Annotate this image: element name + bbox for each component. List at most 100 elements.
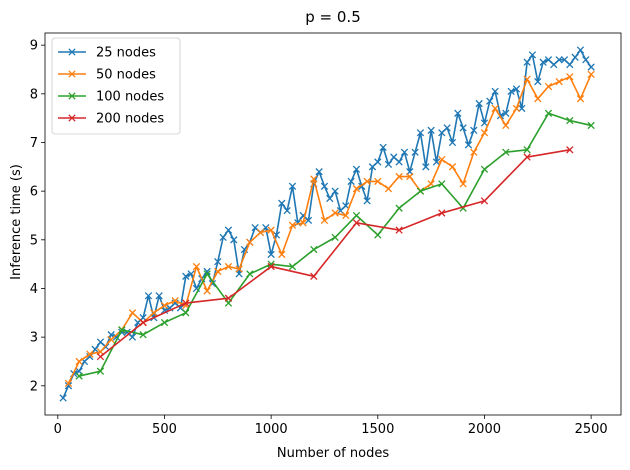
data-point-50-nodes [64,379,73,388]
data-point-100-nodes [374,231,382,239]
legend-marker-25-nodes [68,48,76,56]
plot-area: 0 500 1000 1500 2000 2500 2 3 4 5 6 7 8 9 [30,32,622,437]
data-point-50-nodes [384,185,393,193]
data-point-50-nodes [363,177,371,186]
data-point-200-nodes [96,352,105,361]
data-point-25-nodes [528,51,537,59]
data-point-25-nodes [219,233,227,242]
data-point-50-nodes [107,335,115,344]
data-point-25-nodes [464,141,473,149]
data-point-25-nodes [443,124,451,132]
series-line-25-nodes [62,49,592,399]
y-tick-label: 2 [30,379,38,394]
data-point-50-nodes [534,95,542,103]
data-point-50-nodes [502,121,510,130]
data-point-25-nodes [128,333,137,341]
data-point-25-nodes [427,126,435,134]
data-point-25-nodes [491,87,499,96]
x-axis-label: Number of nodes [277,446,389,461]
data-point-50-nodes [438,155,446,164]
data-point-50-nodes [267,226,275,234]
series-line-200-nodes [99,149,570,358]
data-point-25-nodes [64,382,73,390]
data-point-50-nodes [150,309,158,317]
data-point-50-nodes [512,104,521,113]
data-point-50-nodes [576,95,585,103]
data-point-25-nodes [502,109,510,117]
data-point-50-nodes [256,228,265,237]
data-point-25-nodes [155,292,163,300]
series-100-nodes [75,109,595,380]
y-tick-label: 5 [30,233,38,248]
data-point-25-nodes [512,85,521,93]
data-point-25-nodes [395,158,403,166]
legend-label-50-nodes: 50 nodes [96,68,156,83]
data-point-100-nodes [203,270,211,278]
data-point-25-nodes [230,236,238,244]
data-point-25-nodes [278,199,286,207]
data-point-50-nodes [566,73,574,81]
data-point-50-nodes [203,287,211,295]
data-point-50-nodes [523,75,531,83]
data-point-25-nodes [182,272,190,280]
data-point-50-nodes [480,129,489,137]
x-tick-label: 2500 [575,422,608,437]
data-point-100-nodes [502,148,510,156]
data-point-25-nodes [555,56,563,64]
data-point-25-nodes [486,97,494,105]
data-point-50-nodes [470,148,478,156]
data-point-100-nodes [331,233,339,242]
x-tick-label: 1000 [255,422,288,437]
data-point-100-nodes [246,270,254,278]
data-point-25-nodes [374,158,382,166]
data-point-50-nodes [310,175,318,183]
data-point-50-nodes [86,350,94,358]
data-point-25-nodes [448,138,457,147]
legend-label-200-nodes: 200 nodes [96,112,164,127]
data-point-25-nodes [379,143,387,152]
data-point-100-nodes [96,367,105,375]
legend-marker-50-nodes [68,70,76,78]
data-point-50-nodes [246,238,254,246]
y-tick-label: 4 [30,282,38,297]
data-point-50-nodes [75,357,83,366]
data-point-25-nodes [416,129,425,137]
data-point-25-nodes [214,258,222,266]
series-200-nodes [96,146,574,361]
data-point-50-nodes [192,262,201,271]
y-tick-label: 6 [30,185,38,200]
x-tick-label: 500 [152,422,177,437]
legend-label-25-nodes: 25 nodes [96,46,156,61]
data-point-25-nodes [400,148,409,156]
y-tick-label: 7 [30,136,38,151]
data-point-25-nodes [582,56,590,64]
series-25-nodes [59,46,595,402]
data-point-50-nodes [459,180,467,188]
data-point-50-nodes [299,219,307,227]
y-tick-label: 3 [30,331,38,346]
data-point-100-nodes [587,121,595,130]
data-point-25-nodes [203,267,211,276]
data-point-200-nodes [352,219,361,227]
data-point-25-nodes [571,53,579,61]
data-point-50-nodes [224,262,233,271]
data-point-25-nodes [523,58,531,66]
data-point-200-nodes [480,197,489,205]
legend-label-100-nodes: 100 nodes [96,90,164,105]
legend: 25 nodes 50 nodes 100 nodes 200 nodes [51,37,181,135]
y-axis-label: Inference time (s) [9,164,24,280]
data-point-25-nodes [539,58,547,66]
data-point-100-nodes [118,326,126,334]
data-point-50-nodes [288,221,297,229]
data-point-200-nodes [395,226,403,234]
data-point-100-nodes [416,187,425,195]
data-point-25-nodes [352,165,361,173]
data-point-25-nodes [576,46,585,54]
legend-box [51,37,181,135]
data-point-25-nodes [363,197,371,205]
data-point-100-nodes [160,318,169,327]
x-tick-label: 0 [54,422,62,437]
data-point-100-nodes [75,372,83,380]
y-tick-label: 9 [30,39,38,54]
